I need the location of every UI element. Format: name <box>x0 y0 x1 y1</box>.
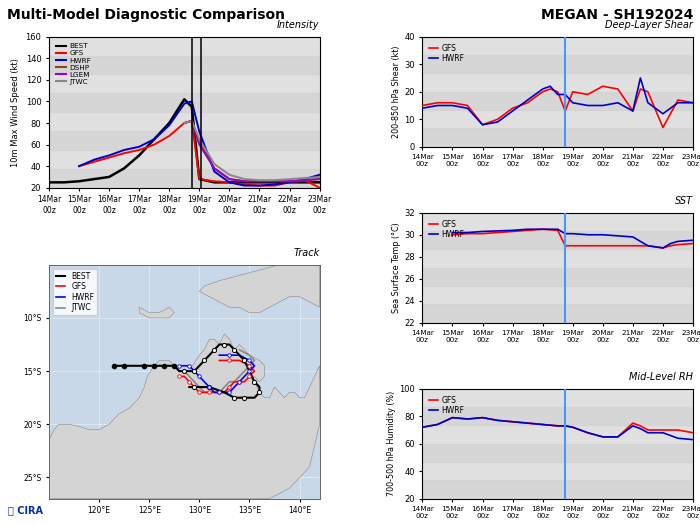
Bar <box>49 93 320 112</box>
Polygon shape <box>199 265 320 312</box>
Bar <box>422 129 693 147</box>
Legend: GFS, HWRF: GFS, HWRF <box>426 393 468 418</box>
Text: Mid-Level RH: Mid-Level RH <box>629 372 693 382</box>
Polygon shape <box>49 334 320 499</box>
Text: Track: Track <box>293 248 320 258</box>
Y-axis label: 700-500 hPa Humidity (%): 700-500 hPa Humidity (%) <box>387 391 396 496</box>
Y-axis label: 200-850 hPa Shear (kt): 200-850 hPa Shear (kt) <box>393 46 401 138</box>
Text: ⦿ CIRA: ⦿ CIRA <box>8 506 43 516</box>
Text: MEGAN - SH192024: MEGAN - SH192024 <box>540 8 693 22</box>
Legend: BEST, GFS, HWRF, DSHP, LGEM, JTWC: BEST, GFS, HWRF, DSHP, LGEM, JTWC <box>52 40 94 88</box>
Text: Deep-Layer Shear: Deep-Layer Shear <box>605 20 693 30</box>
Bar <box>422 231 693 249</box>
Bar <box>422 55 693 74</box>
Bar <box>422 268 693 286</box>
Bar <box>422 444 693 462</box>
Bar <box>422 92 693 110</box>
Bar <box>49 169 320 188</box>
Legend: BEST, GFS, HWRF, JTWC: BEST, GFS, HWRF, JTWC <box>52 269 97 315</box>
Bar <box>422 480 693 499</box>
Bar <box>49 131 320 150</box>
Text: Intensity: Intensity <box>277 20 320 30</box>
Bar <box>49 56 320 75</box>
Y-axis label: Sea Surface Temp (°C): Sea Surface Temp (°C) <box>393 223 401 313</box>
Bar <box>422 407 693 425</box>
Legend: GFS, HWRF: GFS, HWRF <box>426 40 468 66</box>
Text: SST: SST <box>675 196 693 206</box>
Y-axis label: 10m Max Wind Speed (kt): 10m Max Wind Speed (kt) <box>11 58 20 166</box>
Text: Multi-Model Diagnostic Comparison: Multi-Model Diagnostic Comparison <box>7 8 285 22</box>
Bar <box>422 304 693 323</box>
Legend: GFS, HWRF: GFS, HWRF <box>426 217 468 242</box>
Polygon shape <box>139 307 174 318</box>
